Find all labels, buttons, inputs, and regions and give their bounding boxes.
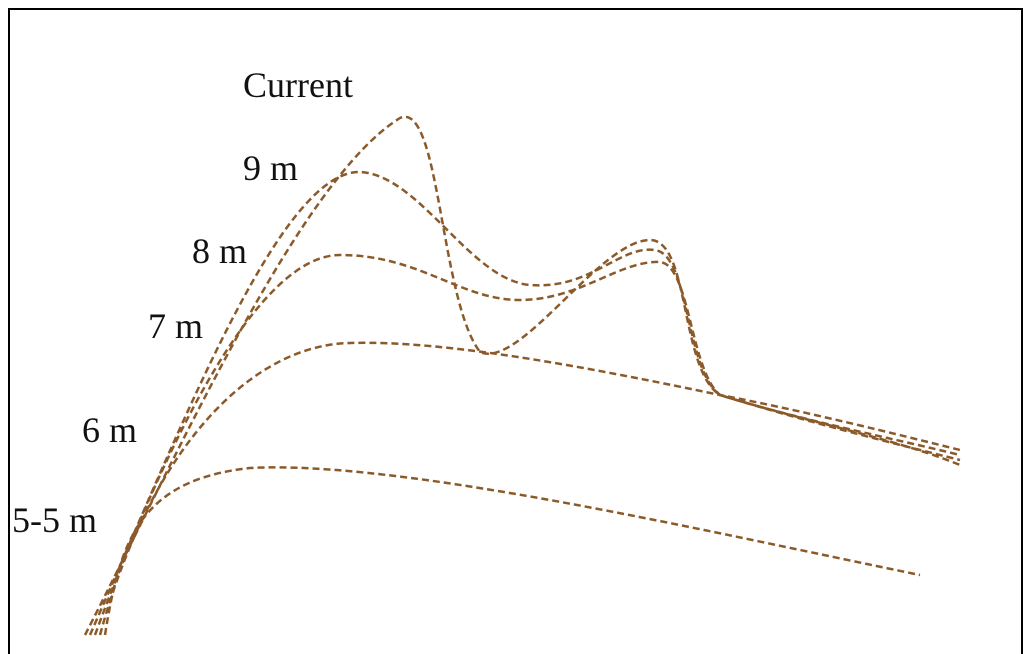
label-6m: 6 m [82,410,137,450]
label-9m: 9 m [243,148,298,188]
label-7m: 7 m [148,306,203,346]
curve-current [83,115,961,636]
curve-6m [103,466,921,636]
curve-8m [93,253,961,636]
label-8m: 8 m [192,231,247,271]
label-current: Current [243,65,353,105]
label-5-5m: 5-5 m [12,500,97,540]
frame [8,8,1023,654]
curve-7m [98,341,961,636]
